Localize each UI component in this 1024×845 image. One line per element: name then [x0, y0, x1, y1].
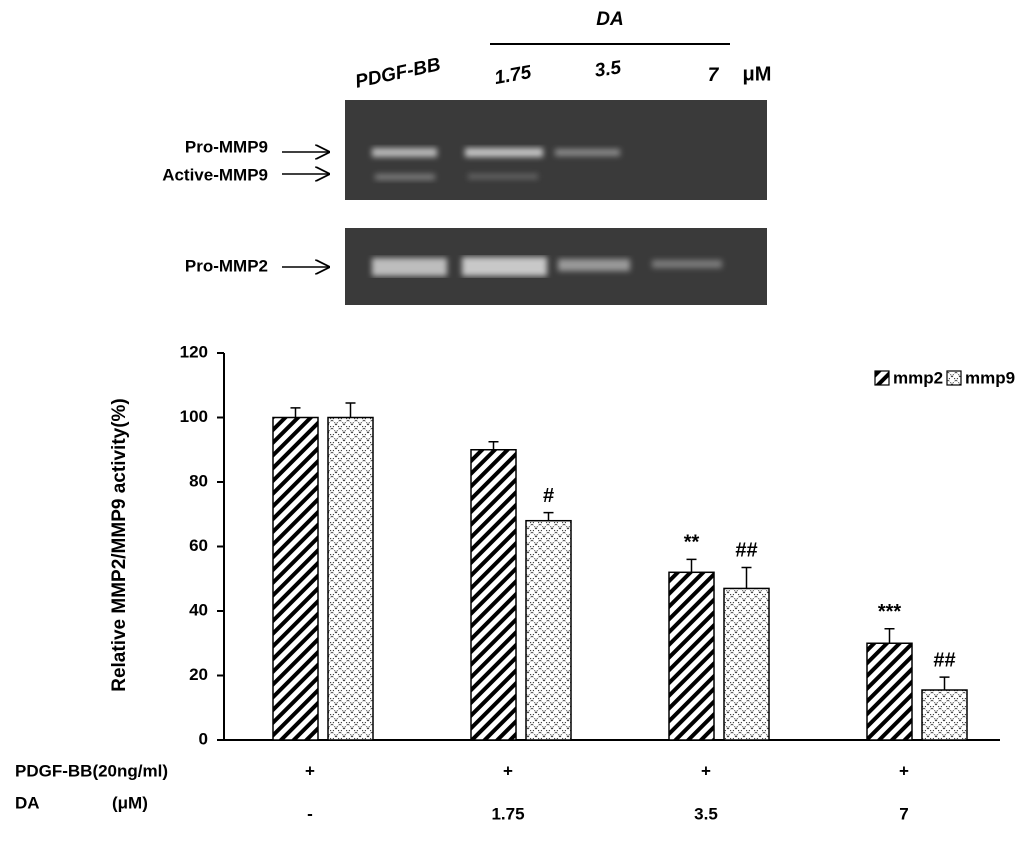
bar — [866, 642, 913, 741]
treatment-mark: + — [503, 761, 513, 780]
category-unit: (μM) — [112, 793, 148, 812]
significance-label: *** — [878, 601, 902, 623]
legend-label: mmp2 — [893, 368, 943, 387]
error-bar — [290, 407, 301, 418]
error-bar — [488, 440, 499, 450]
y-tick-label: 120 — [180, 342, 208, 361]
bar — [327, 416, 374, 741]
legend-label: mmp9 — [965, 368, 1015, 387]
error-bar — [939, 676, 950, 691]
error-bar — [884, 627, 895, 644]
bar — [272, 416, 319, 741]
y-tick-label: 20 — [189, 665, 208, 684]
error-bar — [543, 511, 554, 521]
lane-label: 1.75 — [493, 62, 533, 89]
legend-swatch — [874, 370, 890, 386]
lane-label: PDGF-BB — [353, 54, 442, 93]
y-axis-label: Relative MMP2/MMP9 activity(%) — [109, 398, 130, 692]
bar — [723, 587, 770, 741]
x-tick-label: - — [307, 804, 313, 823]
y-tick-label: 100 — [180, 407, 208, 426]
treatment-mark: + — [899, 761, 909, 780]
treatment-mark: + — [701, 761, 711, 780]
bar — [668, 571, 715, 741]
band-label: Pro-MMP9 — [185, 137, 268, 156]
gel-treatment: DA — [596, 9, 623, 30]
bar — [525, 519, 572, 741]
significance-label: ## — [735, 540, 757, 562]
y-tick-label: 60 — [189, 536, 208, 555]
lane-label: 3.5 — [593, 57, 623, 82]
error-bar — [686, 558, 697, 573]
lane-label: 7 — [708, 65, 720, 86]
y-tick-label: 40 — [189, 600, 208, 619]
gel-unit: μM — [743, 63, 772, 85]
significance-label: ## — [933, 649, 955, 671]
treatment-mark: + — [305, 761, 315, 780]
bar — [470, 449, 517, 741]
treatment-label: PDGF-BB(20ng/ml) — [15, 761, 168, 780]
gel-bands — [372, 148, 620, 180]
category-label: DA — [15, 793, 40, 812]
x-tick-label: 3.5 — [694, 804, 718, 823]
error-bar — [345, 402, 356, 418]
error-bar — [741, 566, 752, 589]
band-label: Active-MMP9 — [162, 165, 268, 184]
gel-bands — [372, 257, 722, 276]
legend-swatch — [946, 370, 962, 386]
band-label: Pro-MMP2 — [185, 256, 268, 275]
x-tick-label: 7 — [899, 804, 908, 823]
y-tick-label: 80 — [189, 471, 208, 490]
bar — [921, 689, 968, 741]
significance-label: # — [543, 485, 554, 507]
significance-label: ** — [684, 532, 700, 554]
y-tick-label: 0 — [199, 729, 208, 748]
x-tick-label: 1.75 — [491, 804, 524, 823]
